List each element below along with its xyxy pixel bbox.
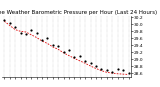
Title: Milwaukee Weather Barometric Pressure per Hour (Last 24 Hours): Milwaukee Weather Barometric Pressure pe… [0, 10, 157, 15]
Point [73, 57, 76, 58]
Point [89, 62, 92, 63]
Point [25, 33, 27, 35]
Point [57, 45, 60, 47]
Point [95, 65, 97, 67]
Point [116, 68, 119, 70]
Point [100, 68, 103, 70]
Point [30, 29, 33, 30]
Point [8, 22, 11, 23]
Point [52, 45, 54, 46]
Point [14, 26, 16, 27]
Point [41, 39, 43, 41]
Point [79, 55, 81, 56]
Point [127, 72, 130, 74]
Point [19, 33, 22, 34]
Point [35, 32, 38, 34]
Point [111, 71, 114, 73]
Point [68, 49, 70, 50]
Point [46, 37, 49, 38]
Point [3, 19, 6, 21]
Point [84, 60, 87, 62]
Point [122, 70, 124, 71]
Point [62, 52, 65, 53]
Point [106, 70, 108, 71]
